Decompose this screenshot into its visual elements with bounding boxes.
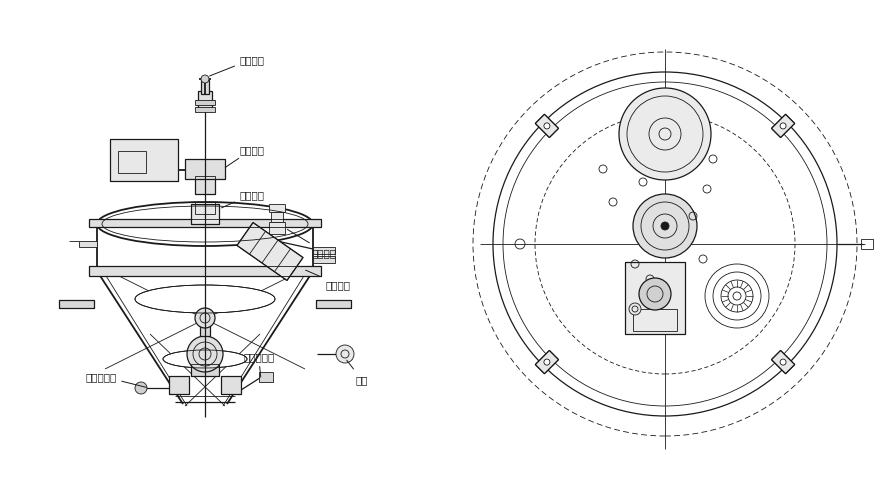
Polygon shape (535, 351, 558, 374)
Text: 料温变送器: 料温变送器 (85, 371, 146, 387)
Bar (118, 152, 146, 174)
Text: 气锤: 气锤 (347, 361, 368, 384)
Ellipse shape (97, 203, 313, 246)
Circle shape (639, 279, 671, 310)
Circle shape (336, 346, 354, 363)
Bar (59, 301, 94, 308)
Text: 混合搅拌: 混合搅拌 (305, 270, 350, 289)
Polygon shape (97, 224, 313, 271)
Text: 真空取样器: 真空取样器 (243, 351, 274, 377)
Bar (200, 325, 210, 336)
Bar (110, 140, 178, 182)
Bar (221, 376, 241, 394)
Bar (191, 364, 219, 376)
Bar (269, 204, 285, 213)
Circle shape (187, 336, 223, 372)
Bar (79, 242, 97, 247)
Circle shape (780, 359, 786, 366)
Circle shape (780, 123, 786, 130)
Text: 传动结构: 传动结构 (225, 145, 265, 168)
Ellipse shape (163, 350, 247, 368)
Bar (195, 177, 215, 195)
Bar (221, 376, 241, 394)
Bar (861, 240, 873, 249)
Bar (89, 220, 321, 227)
Bar (185, 160, 225, 180)
Bar (316, 301, 351, 308)
Circle shape (661, 223, 669, 230)
Bar (185, 160, 225, 180)
Polygon shape (772, 351, 795, 374)
Bar (195, 203, 215, 215)
Text: 真空反吹: 真空反吹 (288, 230, 337, 258)
Bar (316, 301, 351, 308)
Bar (59, 301, 94, 308)
Bar (195, 177, 215, 195)
Bar (625, 263, 685, 334)
Bar (271, 213, 283, 223)
Circle shape (633, 195, 697, 259)
Bar (625, 263, 685, 334)
Bar (191, 204, 219, 224)
Text: 机械密封: 机械密封 (221, 190, 265, 208)
Bar (191, 204, 219, 224)
Bar (313, 257, 335, 264)
Bar (89, 220, 321, 227)
Bar (633, 309, 677, 331)
Text: 旋转接头: 旋转接头 (210, 55, 265, 77)
Bar (313, 247, 335, 254)
Bar (259, 372, 273, 382)
Bar (195, 108, 215, 113)
Bar (201, 81, 209, 95)
Circle shape (544, 123, 549, 130)
Circle shape (201, 76, 209, 84)
Ellipse shape (135, 285, 275, 313)
Bar (269, 223, 285, 235)
Bar (169, 376, 189, 394)
Bar (169, 376, 189, 394)
Polygon shape (237, 223, 303, 281)
Bar (195, 101, 215, 106)
Polygon shape (535, 115, 558, 138)
Bar (191, 364, 219, 376)
Circle shape (195, 308, 215, 328)
Circle shape (544, 359, 549, 366)
Bar (89, 266, 321, 276)
Bar (89, 266, 321, 276)
Circle shape (619, 89, 711, 181)
Circle shape (629, 304, 641, 315)
Bar (110, 140, 178, 182)
Polygon shape (772, 115, 795, 138)
Circle shape (135, 382, 147, 394)
Bar (198, 92, 212, 110)
